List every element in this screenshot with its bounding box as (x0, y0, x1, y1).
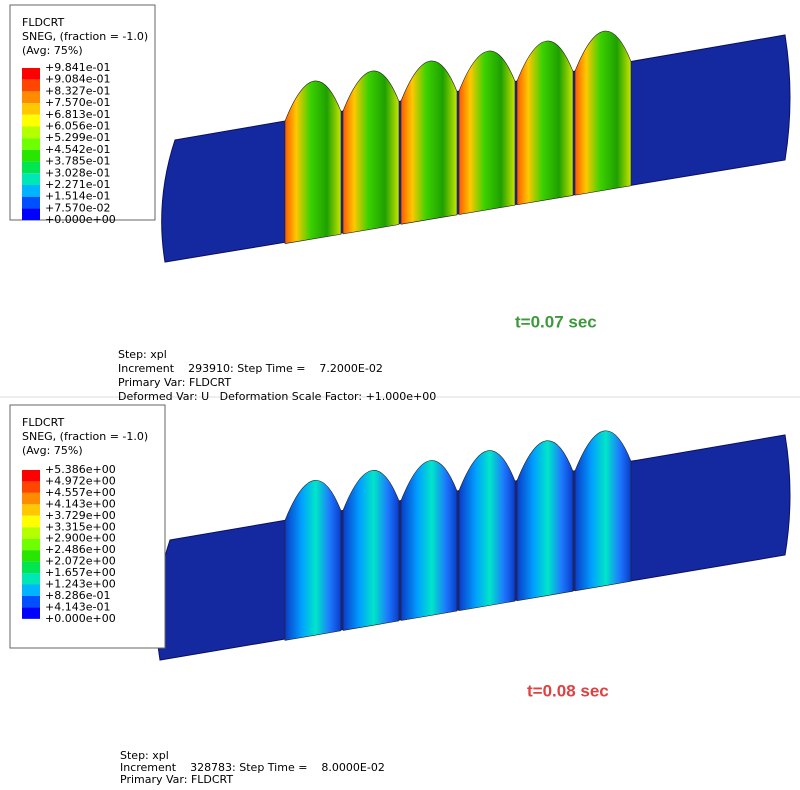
time-label: t=0.07 sec (515, 312, 597, 331)
legend-value: +2.486e+00 (45, 543, 116, 556)
legend-swatch (22, 126, 40, 139)
legend-swatch (22, 470, 40, 482)
legend-value: +2.072e+00 (45, 555, 116, 568)
legend-title: SNEG, (fraction = -1.0) (22, 30, 148, 43)
step-info: Increment 293910: Step Time = 7.2000E-02 (118, 362, 383, 375)
legend-value: +9.841e-01 (45, 61, 110, 74)
legend-value: +4.972e+00 (45, 474, 116, 487)
legend-value: +5.299e-01 (45, 131, 110, 144)
legend-value: +3.315e+00 (45, 520, 116, 533)
step-info: Step: xpl (120, 749, 169, 762)
deformed-wave (342, 470, 400, 631)
step-info: Deformed Var: U Deformation Scale Factor… (118, 390, 436, 403)
legend-value: +0.000e+00 (45, 213, 116, 226)
time-label: t=0.08 sec (527, 681, 609, 700)
legend-swatch (22, 515, 40, 528)
deformed-wave (516, 40, 574, 206)
legend-value: +2.900e+00 (45, 532, 116, 545)
deformed-wave (284, 80, 342, 244)
legend-swatch (22, 481, 40, 493)
legend-value: +5.386e+00 (45, 463, 116, 476)
legend-title: FLDCRT (22, 416, 64, 429)
legend-swatch (22, 607, 40, 619)
legend-swatch (22, 538, 40, 551)
legend-title: (Avg: 75%) (22, 44, 83, 57)
legend-swatch (22, 138, 40, 150)
step-info: Increment 328783: Step Time = 8.0000E-02 (120, 761, 385, 774)
step-info: Step: xpl (118, 348, 167, 361)
legend-swatch (22, 91, 40, 104)
legend-swatch (22, 173, 40, 185)
deformed-wave (574, 430, 632, 592)
step-info: Primary Var: FLDCRT (118, 376, 231, 389)
legend-value: +0.000e+00 (45, 612, 116, 625)
legend-value: +1.243e+00 (45, 578, 116, 591)
deformed-wave (400, 460, 458, 621)
legend-swatch (22, 595, 40, 608)
legend-swatch (22, 504, 40, 516)
legend-swatch (22, 492, 40, 505)
step-info: Primary Var: FLDCRT (120, 773, 233, 786)
legend-value: +3.785e-01 (45, 155, 110, 168)
legend-value: +6.056e-01 (45, 120, 110, 133)
legend-swatch (22, 527, 40, 539)
legend-swatch (22, 550, 40, 562)
legend-swatch (22, 103, 40, 115)
legend-swatch (22, 114, 40, 127)
legend-value: +9.084e-01 (45, 73, 110, 86)
legend-swatch (22, 196, 40, 209)
legend-value: +8.286e-01 (45, 589, 110, 602)
legend-value: +1.657e+00 (45, 566, 116, 579)
legend-value: +4.143e+00 (45, 497, 116, 510)
legend-value: +6.813e-01 (45, 108, 110, 121)
legend-value: +3.028e-01 (45, 166, 110, 179)
legend-value: +7.570e-02 (45, 201, 110, 214)
deformed-wave (400, 60, 458, 225)
legend-swatch (22, 584, 40, 596)
deformed-wave (458, 450, 516, 612)
legend-title: SNEG, (fraction = -1.0) (22, 430, 148, 443)
legend-value: +3.729e+00 (45, 509, 116, 522)
legend-swatch (22, 185, 40, 197)
legend-value: +4.542e-01 (45, 143, 110, 156)
deformed-wave (342, 70, 400, 235)
legend-title: FLDCRT (22, 16, 64, 29)
legend-swatch (22, 149, 40, 162)
legend-value: +8.327e-01 (45, 84, 110, 97)
legend-swatch (22, 161, 40, 174)
legend-swatch (22, 573, 40, 585)
legend-swatch (22, 208, 40, 221)
legend-title: (Avg: 75%) (22, 444, 83, 457)
legend-value: +7.570e-01 (45, 96, 110, 109)
deformed-wave (458, 50, 516, 215)
deformed-wave (516, 440, 574, 602)
legend-swatch (22, 561, 40, 574)
legend-value: +1.514e-01 (45, 190, 110, 203)
deformed-wave (574, 30, 632, 196)
legend-value: +2.271e-01 (45, 178, 110, 191)
legend-value: +4.143e-01 (45, 600, 110, 613)
legend-swatch (22, 68, 40, 80)
legend-value: +4.557e+00 (45, 486, 116, 499)
legend-swatch (22, 79, 40, 92)
deformed-wave (284, 479, 342, 641)
